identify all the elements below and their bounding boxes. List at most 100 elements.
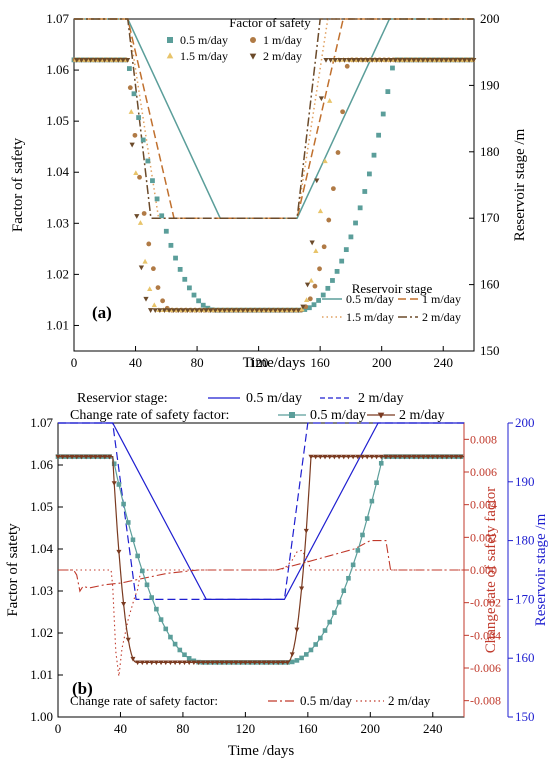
fs-marker bbox=[289, 652, 295, 657]
fs-marker bbox=[397, 57, 403, 63]
y2-tick-label: -0.002 bbox=[470, 596, 501, 610]
fs-marker bbox=[116, 549, 122, 555]
fs-marker bbox=[121, 501, 126, 507]
legend-marker bbox=[377, 412, 385, 419]
fs-marker bbox=[83, 57, 89, 63]
legend-marker bbox=[289, 412, 295, 418]
reservoir-line bbox=[74, 18, 474, 219]
fs-marker bbox=[312, 283, 318, 289]
fs-marker bbox=[443, 57, 449, 63]
y-tick-label: 1.05 bbox=[30, 499, 53, 514]
y-tick-label: 1.03 bbox=[46, 215, 69, 230]
fs-marker bbox=[167, 660, 173, 666]
y-tick-label: 1.04 bbox=[46, 164, 69, 179]
fs-marker bbox=[83, 454, 89, 460]
fs-marker bbox=[150, 266, 156, 272]
fs-marker bbox=[285, 660, 291, 666]
fs-marker bbox=[177, 660, 183, 666]
fs-marker bbox=[438, 57, 445, 63]
fs-marker bbox=[144, 660, 150, 666]
fs-marker bbox=[364, 57, 371, 63]
fs-marker bbox=[466, 57, 472, 63]
fs-marker bbox=[196, 660, 202, 666]
fs-marker bbox=[144, 582, 150, 588]
fs-marker bbox=[127, 85, 133, 91]
fs-marker bbox=[392, 57, 398, 63]
fs-marker bbox=[168, 242, 174, 248]
legend-label: 1.5 m/day bbox=[180, 49, 228, 63]
fs-marker bbox=[430, 454, 436, 460]
fs-marker bbox=[149, 660, 155, 666]
fs-marker bbox=[140, 568, 145, 574]
y2-tick-label: -0.004 bbox=[470, 628, 501, 642]
fs-marker bbox=[175, 308, 181, 314]
fs-marker bbox=[369, 57, 375, 63]
fs-marker bbox=[378, 57, 385, 63]
fs-marker bbox=[92, 57, 98, 63]
y-tick-label: 1.00 bbox=[30, 709, 53, 724]
fs-marker bbox=[101, 57, 108, 63]
fs-marker bbox=[212, 308, 218, 314]
x-tick-label: 0 bbox=[55, 721, 62, 736]
legend-label: 2 m/day bbox=[399, 408, 445, 423]
fs-marker bbox=[149, 595, 154, 600]
fs-marker bbox=[316, 298, 322, 303]
fs-marker bbox=[323, 57, 329, 63]
y2-axis-title: Change rate of safety factor bbox=[483, 487, 499, 654]
panel-b-chart: 0 40 80 120 160 200 240 1.00 1.01 1.02 1.03 1.04 1.0… bbox=[5, 391, 549, 759]
x-tick-label: 160 bbox=[298, 721, 318, 736]
fs-marker bbox=[102, 454, 108, 460]
y-tick-label: 1.02 bbox=[46, 266, 69, 281]
fs-marker bbox=[168, 634, 173, 640]
fs-marker bbox=[207, 308, 214, 314]
y2-tick-label: -0.006 bbox=[470, 661, 501, 675]
fs-marker bbox=[224, 660, 230, 666]
fs-marker bbox=[147, 286, 153, 292]
y3-tick-label: 170 bbox=[515, 591, 535, 606]
fs-marker bbox=[125, 520, 131, 525]
fs-marker bbox=[425, 454, 431, 460]
fs-marker bbox=[163, 660, 169, 666]
fs-marker bbox=[383, 454, 389, 460]
fs-marker bbox=[461, 57, 468, 63]
fs-marker bbox=[157, 308, 163, 314]
x-tick-label: 120 bbox=[249, 355, 269, 370]
x-tick-label: 80 bbox=[191, 355, 204, 370]
fs-marker bbox=[163, 228, 169, 234]
fs-marker bbox=[256, 660, 262, 666]
fs-marker bbox=[453, 454, 459, 460]
fs-marker bbox=[200, 302, 206, 308]
y2-axis-title: Reservoir stage /m bbox=[512, 128, 528, 241]
fs-marker bbox=[327, 454, 333, 460]
y-tick-label: 1.07 bbox=[46, 11, 69, 26]
fs-marker bbox=[172, 641, 178, 647]
fs-marker bbox=[434, 57, 440, 63]
fs-marker bbox=[189, 308, 195, 314]
fs-marker bbox=[313, 642, 318, 647]
fs-marker bbox=[387, 57, 394, 63]
fs-marker bbox=[362, 189, 368, 194]
fs-marker bbox=[205, 660, 211, 666]
fs-marker bbox=[78, 454, 84, 460]
fs-marker bbox=[141, 211, 147, 216]
fs-marker bbox=[266, 660, 272, 666]
fs-marker bbox=[383, 57, 389, 63]
fs-marker bbox=[334, 268, 340, 274]
fs-marker bbox=[351, 57, 357, 63]
fs-marker bbox=[242, 660, 248, 666]
fs-marker bbox=[254, 308, 260, 314]
y3-tick-label: 160 bbox=[515, 650, 535, 665]
fs-marker bbox=[55, 454, 61, 460]
fs-marker bbox=[295, 308, 301, 314]
fs-marker bbox=[111, 57, 117, 63]
fs-marker bbox=[304, 282, 311, 288]
fs-marker bbox=[134, 214, 140, 219]
fs-marker bbox=[258, 308, 265, 314]
fs-marker bbox=[420, 454, 426, 460]
fs-marker bbox=[280, 660, 286, 666]
fs-marker bbox=[406, 454, 412, 460]
y2-tick-label: 0.006 bbox=[470, 465, 497, 479]
fs-marker bbox=[306, 305, 312, 311]
fs-marker bbox=[135, 553, 140, 559]
fs-marker bbox=[331, 454, 337, 460]
